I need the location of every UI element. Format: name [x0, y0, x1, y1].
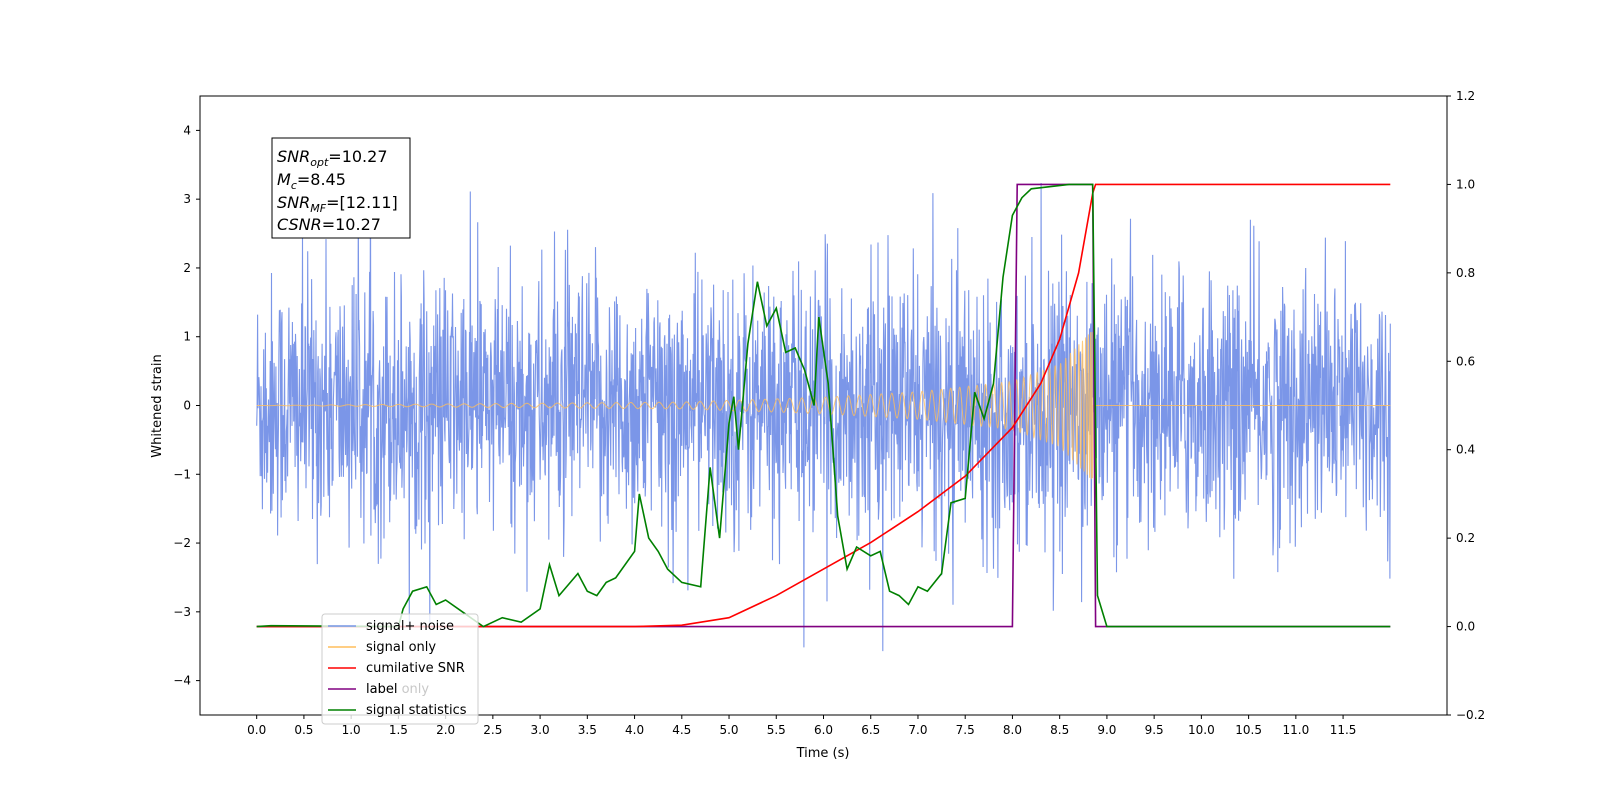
series-signal-only-line: [256, 332, 1391, 480]
svg-text:signal only: signal only: [366, 640, 436, 655]
x-tick-label: 10.0: [1188, 723, 1215, 737]
left-y-tick-label: 4: [183, 123, 191, 137]
x-tick-label: 6.5: [861, 723, 880, 737]
svg-text:label only: label only: [366, 682, 429, 697]
left-y-axis-ticks: 4 3 2 1 0 −1 −2 −3 −4: [173, 123, 200, 688]
annotation-chirp-mass: Mc=8.45: [277, 170, 346, 192]
x-tick-label: 4.5: [672, 723, 691, 737]
annotation-csnr: CSNR=10.27: [277, 215, 381, 234]
left-y-axis-label: Whitened strain: [150, 354, 165, 457]
legend-item-signal-statistics: signal statistics: [328, 703, 467, 718]
x-tick-label: 1.5: [389, 723, 408, 737]
x-tick-label: 10.5: [1235, 723, 1262, 737]
annotation-snr-opt: SNRopt=10.27: [277, 147, 388, 169]
x-tick-label: 11.5: [1330, 723, 1357, 737]
svg-text:cumilative SNR: cumilative SNR: [366, 661, 465, 676]
x-tick-label: 9.5: [1145, 723, 1164, 737]
x-tick-label: 2.5: [483, 723, 502, 737]
right-y-tick-label: 0.0: [1456, 620, 1475, 634]
legend-item-label-only: label only: [366, 682, 429, 697]
right-y-tick-label: 1.2: [1456, 89, 1475, 103]
left-y-tick-label: 2: [183, 261, 191, 275]
x-tick-label: 7.0: [908, 723, 927, 737]
left-y-tick-label: 1: [183, 330, 191, 344]
right-y-tick-label: −0.2: [1456, 708, 1485, 722]
x-tick-label: 8.5: [1050, 723, 1069, 737]
x-axis-label: Time (s): [796, 746, 850, 761]
x-tick-label: 5.0: [719, 723, 738, 737]
x-tick-label: 0.0: [247, 723, 266, 737]
svg-text:signal statistics: signal statistics: [366, 703, 467, 718]
right-y-tick-label: 0.8: [1456, 266, 1475, 280]
svg-text:signal+ noise: signal+ noise: [366, 619, 454, 634]
right-y-tick-label: 1.0: [1456, 177, 1475, 191]
legend: signal+ noise signal only cumilative SNR…: [321, 613, 479, 725]
right-y-tick-label: 0.2: [1456, 531, 1475, 545]
series-signal-statistics-line: [256, 183, 1391, 628]
legend-item-cumulative-snr: cumilative SNR: [328, 661, 465, 676]
x-tick-label: 3.5: [578, 723, 597, 737]
series-cumulative-snr-line: [256, 183, 1391, 628]
right-y-tick-label: 0.4: [1456, 443, 1475, 457]
left-y-tick-label: 0: [183, 399, 191, 413]
left-y-tick-label: 3: [183, 192, 191, 206]
right-y-axis-ticks: 1.2 1.0 0.8 0.6 0.4 0.2 0.0 −0.2: [1447, 89, 1485, 722]
annotation-snr-mf: SNRMF=[12.11]: [277, 193, 398, 215]
x-tick-label: 11.0: [1282, 723, 1309, 737]
svg-text:label: label: [366, 682, 397, 697]
x-tick-label: 7.5: [956, 723, 975, 737]
left-y-tick-label: −3: [173, 605, 191, 619]
left-y-tick-label: −1: [173, 467, 191, 481]
legend-item-signal-noise: signal+ noise: [328, 619, 454, 634]
x-tick-label: 2.0: [436, 723, 455, 737]
x-tick-label: 9.0: [1097, 723, 1116, 737]
legend-item-signal-only: signal only: [328, 640, 436, 655]
series-signal-noise-line: [256, 156, 1391, 652]
x-tick-label: 6.0: [814, 723, 833, 737]
stats-annotation-box: SNRopt=10.27 Mc=8.45 SNRMF=[12.11] CSNR=…: [271, 137, 411, 239]
x-tick-label: 4.0: [625, 723, 644, 737]
plot-area: [256, 156, 1391, 652]
x-axis-ticks: 0.0 0.5 1.0 1.5 2.0 2.5 3.0 3.5 4.0 4.5 5.0 5.5 6.0 6…: [247, 715, 1356, 737]
left-y-tick-label: −2: [173, 536, 191, 550]
x-tick-label: 8.0: [1003, 723, 1022, 737]
left-y-tick-label: −4: [173, 674, 191, 688]
x-tick-label: 0.5: [294, 723, 313, 737]
legend-item-label: label: [328, 682, 397, 697]
right-y-tick-label: 0.6: [1456, 354, 1475, 368]
x-tick-label: 5.5: [767, 723, 786, 737]
x-tick-label: 3.0: [531, 723, 550, 737]
x-tick-label: 1.0: [342, 723, 361, 737]
